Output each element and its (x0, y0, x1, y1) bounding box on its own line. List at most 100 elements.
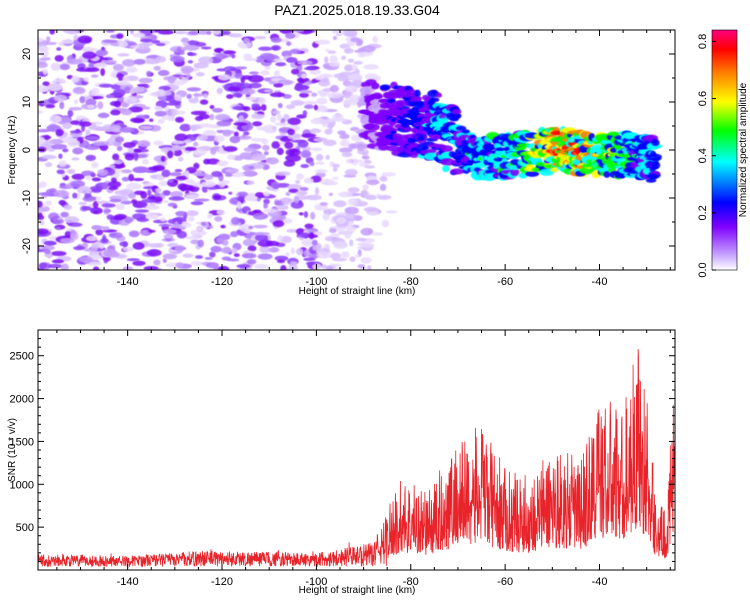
spectrogram-cell (185, 194, 200, 199)
spectrogram-cell (59, 237, 75, 244)
spectrogram-cell (73, 34, 79, 41)
spectrogram-cell (58, 199, 66, 206)
spectrogram-cell (155, 187, 162, 193)
spectrogram-cell (363, 64, 379, 70)
spectrogram-cell (173, 30, 188, 35)
spectrogram-cell (43, 248, 51, 255)
spectrogram-cell (38, 110, 44, 114)
spectrogram-cell (190, 201, 204, 206)
spectrogram-cell (339, 147, 353, 153)
spectrogram-cell (105, 30, 115, 33)
spectrogram-cell (154, 110, 167, 117)
spectrogram-cell (59, 63, 71, 71)
spectrogram-cell (56, 169, 65, 175)
spectrogram-cell (211, 170, 223, 178)
spectrogram-cell (216, 160, 229, 167)
spectrogram-x-tick-label: -120 (211, 276, 233, 288)
spectrogram-cell (71, 173, 85, 180)
spectrogram-cell (364, 165, 376, 169)
spectrogram-cell (121, 102, 128, 108)
spectrogram-cell (72, 147, 84, 155)
spectrogram-cell (269, 92, 286, 98)
spectrogram-cell (113, 160, 123, 165)
spectrogram-cell (285, 148, 301, 157)
spectrogram-cell (85, 98, 97, 106)
snr-x-tick-label: -100 (305, 576, 327, 588)
spectrogram-cell (206, 30, 212, 35)
spectrogram-cell (227, 154, 236, 160)
spectrogram-cell (298, 77, 306, 84)
spectrogram-cell (344, 168, 358, 176)
spectrogram-cell (184, 187, 195, 191)
spectrogram-cell (352, 215, 363, 221)
snr-y-tick-label: 1500 (10, 436, 34, 448)
spectrogram-cell (38, 214, 45, 221)
spectrogram-cell (329, 55, 338, 64)
spectrogram-cell (49, 30, 55, 35)
spectrogram-cell (41, 203, 47, 208)
spectrogram-cell (94, 121, 103, 125)
spectrogram-cell (68, 222, 83, 227)
spectrogram-cell (216, 87, 223, 95)
spectrogram-cell (196, 226, 203, 231)
spectrogram-cell (248, 225, 254, 229)
spectrogram-cell (56, 47, 62, 51)
spectrogram-cell (246, 258, 257, 265)
spectrogram-cell (142, 106, 151, 110)
spectrogram-cell (324, 56, 329, 64)
spectrogram-cell (222, 129, 232, 137)
spectrogram-cell (121, 176, 130, 182)
spectrogram-cell (236, 201, 242, 210)
spectrogram-cell (355, 237, 367, 242)
spectrogram-cell (249, 82, 262, 89)
spectrogram-cell (66, 168, 76, 175)
spectrogram-cell (68, 106, 83, 111)
spectrogram-cell (85, 67, 100, 73)
spectrogram-cell (276, 113, 282, 122)
spectrogram-cell (209, 251, 216, 258)
spectrogram-cell (284, 141, 294, 149)
spectrogram-cell (226, 94, 234, 99)
spectrogram-cell (251, 103, 260, 108)
spectrogram-cell (97, 101, 104, 110)
spectrogram-cell (294, 85, 308, 92)
spectrogram-cell (358, 47, 365, 52)
spectrogram-cell (43, 140, 53, 149)
spectrogram-cell (285, 252, 290, 257)
spectrogram-cell (271, 141, 281, 149)
spectrogram-cell (255, 191, 265, 199)
spectrogram-cell (361, 45, 376, 53)
spectrogram-cell (371, 94, 384, 100)
spectrogram-cell (263, 151, 269, 156)
spectrogram-cell (280, 265, 287, 270)
spectrogram-cell (212, 107, 224, 113)
spectrogram-cell (435, 92, 443, 98)
spectrogram-cell (129, 30, 134, 35)
spectrogram-cell (297, 139, 309, 148)
spectrogram-cell (216, 120, 232, 127)
spectrogram-cell (83, 76, 89, 82)
spectrogram-cell (73, 246, 86, 251)
spectrogram-cell (62, 122, 72, 130)
spectrogram-cell (347, 187, 360, 194)
spectrogram-cell (260, 70, 270, 76)
spectrogram-cell (85, 175, 92, 181)
spectrogram-cell (174, 245, 185, 252)
spectrogram-cell (98, 83, 114, 88)
spectrogram-cell (274, 171, 291, 176)
spectrogram-cell (38, 136, 45, 144)
spectrogram-cell (174, 94, 182, 101)
spectrogram-cell (190, 110, 207, 116)
spectrogram-cell (230, 231, 239, 238)
spectrogram-cell (197, 134, 208, 141)
spectrogram-cell (228, 191, 233, 195)
spectrogram-cell (238, 115, 245, 122)
spectrogram-cell (174, 169, 183, 173)
spectrogram-cell (191, 68, 200, 72)
spectrogram-cell (261, 138, 269, 145)
spectrogram-cell (167, 109, 173, 116)
spectrogram-cell (70, 75, 80, 83)
spectrogram-cell (314, 187, 320, 196)
spectrogram-cell (229, 171, 246, 178)
